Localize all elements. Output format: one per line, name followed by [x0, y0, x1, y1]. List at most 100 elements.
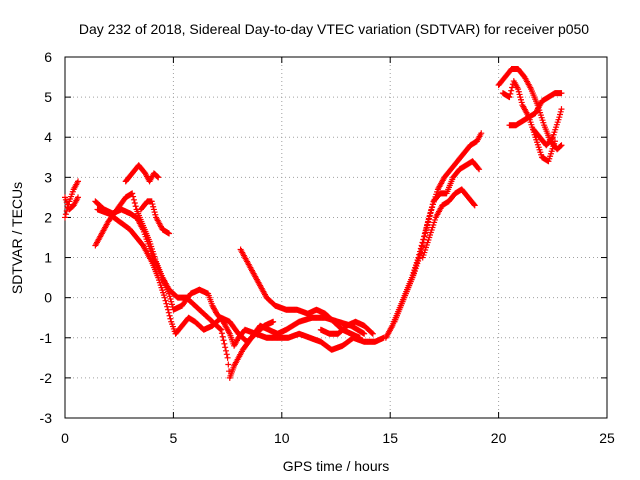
- y-tick-label: 4: [44, 129, 52, 145]
- data-point: [518, 99, 525, 106]
- y-tick-label: -3: [40, 410, 53, 426]
- x-tick-labels: 0 5 10 15 20 25: [61, 430, 615, 446]
- data-point: [166, 293, 173, 300]
- data-point: [557, 111, 564, 118]
- data-point: [166, 230, 173, 237]
- data-point: [150, 206, 157, 213]
- data-point: [148, 198, 155, 205]
- data-point: [424, 219, 431, 226]
- series-track-l: [419, 186, 478, 261]
- plot-frame: [64, 56, 608, 419]
- data-point: [548, 135, 555, 142]
- x-tick-label: 15: [382, 430, 398, 446]
- x-tick-label: 10: [274, 430, 290, 446]
- data-point: [131, 200, 138, 207]
- data-point: [508, 87, 515, 94]
- data-point: [151, 209, 158, 216]
- data-point: [428, 204, 435, 211]
- data-point: [427, 210, 434, 217]
- data-point: [168, 301, 175, 308]
- data-point: [368, 329, 375, 336]
- data-point: [130, 193, 137, 200]
- data-point: [223, 351, 230, 358]
- data-point: [507, 90, 514, 97]
- data-point: [558, 90, 565, 97]
- data-point: [558, 142, 565, 149]
- axis-ticks: [64, 56, 608, 419]
- data-point: [167, 296, 174, 303]
- data-point: [518, 96, 525, 103]
- y-tick-label: 6: [44, 49, 52, 65]
- y-tick-labels: -3 -2 -1 0 1 2 3 4 5 6: [40, 49, 53, 426]
- data-point: [506, 94, 513, 101]
- y-tick-label: 5: [44, 89, 52, 105]
- data-point: [132, 203, 139, 210]
- data-point: [219, 333, 226, 340]
- data-point: [75, 194, 82, 201]
- data-point: [556, 114, 563, 121]
- data-point: [164, 303, 171, 310]
- x-tick-label: 20: [491, 430, 507, 446]
- data-point: [161, 294, 168, 301]
- data-point: [224, 354, 231, 361]
- data-point: [270, 318, 277, 325]
- y-tick-label: -2: [40, 370, 53, 386]
- data-point: [150, 203, 157, 210]
- data-point: [429, 201, 436, 208]
- data-point: [471, 202, 478, 209]
- data-point: [356, 334, 363, 341]
- x-tick-label: 5: [170, 430, 178, 446]
- series-track-d: [92, 190, 368, 381]
- x-tick-label: 25: [599, 430, 615, 446]
- series-track-k: [391, 158, 483, 325]
- data-point: [164, 306, 171, 313]
- data-point: [225, 361, 232, 368]
- data-point: [163, 300, 170, 307]
- data-point: [424, 222, 431, 229]
- data-point: [222, 344, 229, 351]
- data-point: [167, 315, 174, 322]
- data-point: [509, 84, 516, 91]
- chart-title: Day 232 of 2018, Sidereal Day-to-day VTE…: [79, 21, 589, 37]
- data-point: [165, 309, 172, 316]
- series-track-n: [499, 78, 558, 165]
- data-point: [62, 211, 69, 218]
- data-point: [130, 196, 137, 203]
- x-axis-label: GPS time / hours: [283, 458, 390, 474]
- data-point: [75, 178, 82, 185]
- data-point: [149, 201, 156, 208]
- data-point: [220, 337, 227, 344]
- data-point: [162, 297, 169, 304]
- series-track-f: [122, 162, 162, 185]
- data-point: [154, 173, 161, 180]
- data-point: [421, 232, 428, 239]
- series-track-e: [94, 206, 277, 345]
- data-point: [557, 108, 564, 115]
- data-points: [62, 66, 565, 381]
- y-tick-label: 2: [44, 209, 52, 225]
- data-point: [558, 106, 565, 113]
- data-point: [426, 213, 433, 220]
- data-point: [515, 88, 522, 95]
- series-track-o: [506, 90, 565, 129]
- data-point: [129, 190, 136, 197]
- data-point: [475, 165, 482, 172]
- data-point: [221, 340, 228, 347]
- data-point: [218, 326, 225, 333]
- series-track-p: [530, 106, 565, 149]
- data-point: [551, 138, 558, 145]
- data-point: [517, 94, 524, 101]
- data-point: [222, 347, 229, 354]
- data-point: [218, 330, 225, 337]
- data-point: [166, 312, 173, 319]
- y-tick-label: 1: [44, 250, 52, 266]
- data-point: [152, 211, 159, 218]
- series-track-i: [317, 318, 376, 337]
- data-point: [419, 243, 426, 250]
- series-track-b: [62, 194, 82, 213]
- data-point: [425, 216, 432, 223]
- series-track-h: [237, 246, 363, 341]
- data-point: [516, 91, 523, 98]
- data-point: [557, 143, 564, 150]
